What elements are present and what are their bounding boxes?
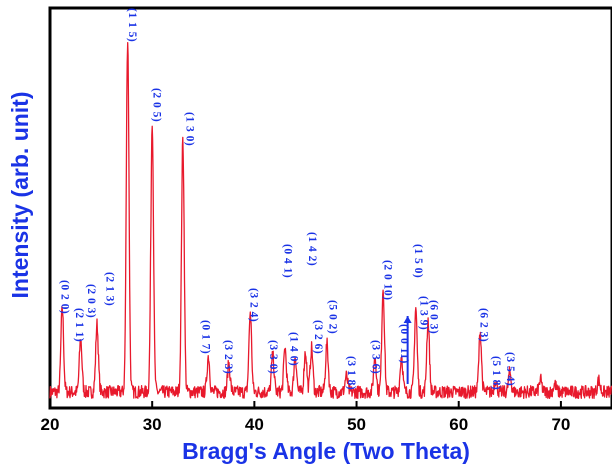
y-axis-label: Intensity (arb. unit) — [7, 91, 33, 299]
x-tick-label: 50 — [347, 415, 366, 434]
peak-label: (5 0 2) — [326, 300, 338, 334]
x-tick-label: 60 — [449, 415, 468, 434]
peak-labels: (0 2 0)(2 1 1)(2 0 3) (2 1 3) (1 1 5) (2 0 … — [59, 8, 517, 390]
peak-label: (3 2 3) — [222, 340, 234, 374]
peak-label: (6 2 3) — [478, 308, 490, 342]
peak-label: (0 2 0) — [59, 280, 71, 314]
peak-label: (2 1 3) — [104, 272, 116, 306]
peak-label: (3 2 6) — [312, 320, 324, 354]
peak-label: (3 5 4) — [504, 352, 516, 386]
peak-label: (1 5 0) — [412, 244, 424, 278]
peak-label: (1 4 2) — [306, 232, 318, 266]
plot-frame — [48, 6, 612, 410]
x-axis-label: Bragg's Angle (Two Theta) — [182, 438, 470, 464]
peak-label: (1 3 9) — [417, 296, 429, 330]
peak-label: (0 0 11) — [398, 324, 410, 364]
peak-label: (2 1 1) — [73, 308, 85, 342]
x-tick-label: 30 — [143, 415, 162, 434]
peak-label: (2 0 3) — [85, 284, 97, 318]
peak-label: (6 0 3) — [428, 300, 440, 334]
peak-label: (3 3 6) — [369, 340, 381, 374]
x-ticks: 20 30 40 50 60 70 — [41, 401, 570, 434]
peak-label: (3 3 0) — [267, 340, 279, 374]
xrd-pattern-line — [49, 41, 612, 400]
peak-label: (1 4 0) — [288, 332, 300, 366]
peak-arrow-head — [403, 316, 412, 323]
peak-label: (1 1 5) — [126, 8, 138, 42]
peak-label: (5 1 8) — [490, 356, 502, 390]
peak-label: (0 1 7) — [200, 320, 212, 354]
peak-label: (2 0 5) — [151, 88, 163, 122]
x-tick-label: 20 — [41, 415, 60, 434]
x-tick-label: 70 — [551, 415, 570, 434]
peak-label: (3 1 8) — [345, 356, 357, 390]
x-tick-label: 40 — [245, 415, 264, 434]
peak-label: (2 0 10) — [382, 260, 394, 300]
arrow-layer — [403, 316, 412, 384]
peak-label: (1 3 0) — [183, 112, 195, 146]
peak-label: (3 2 4) — [248, 288, 260, 322]
peak-label: (0 4 1) — [281, 244, 293, 278]
